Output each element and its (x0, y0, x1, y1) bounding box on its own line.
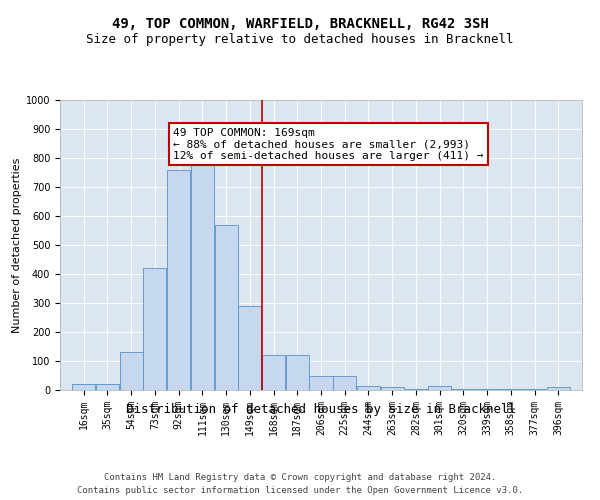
Text: Distribution of detached houses by size in Bracknell: Distribution of detached houses by size … (126, 402, 516, 415)
Text: Size of property relative to detached houses in Bracknell: Size of property relative to detached ho… (86, 32, 514, 46)
Bar (191, 158, 214, 390)
Bar (310, 376, 332, 390)
Bar (380, 387, 404, 390)
Bar (357, 386, 380, 390)
Bar (476, 388, 499, 390)
Y-axis label: Number of detached properties: Number of detached properties (11, 158, 22, 332)
Bar (428, 386, 451, 390)
Bar (286, 355, 309, 390)
Bar (404, 388, 427, 390)
Bar (333, 376, 356, 390)
Bar (262, 355, 285, 390)
Bar (215, 224, 238, 390)
Bar (547, 387, 570, 390)
Bar (238, 306, 262, 390)
Bar (143, 268, 166, 390)
Bar (167, 170, 190, 390)
Bar (72, 384, 95, 390)
Text: 49 TOP COMMON: 169sqm
← 88% of detached houses are smaller (2,993)
12% of semi-d: 49 TOP COMMON: 169sqm ← 88% of detached … (173, 128, 484, 161)
Bar (499, 389, 523, 390)
Text: 49, TOP COMMON, WARFIELD, BRACKNELL, RG42 3SH: 49, TOP COMMON, WARFIELD, BRACKNELL, RG4… (112, 18, 488, 32)
Bar (96, 384, 119, 390)
Bar (452, 388, 475, 390)
Bar (119, 352, 143, 390)
Text: Contains HM Land Registry data © Crown copyright and database right 2024.
Contai: Contains HM Land Registry data © Crown c… (77, 474, 523, 495)
